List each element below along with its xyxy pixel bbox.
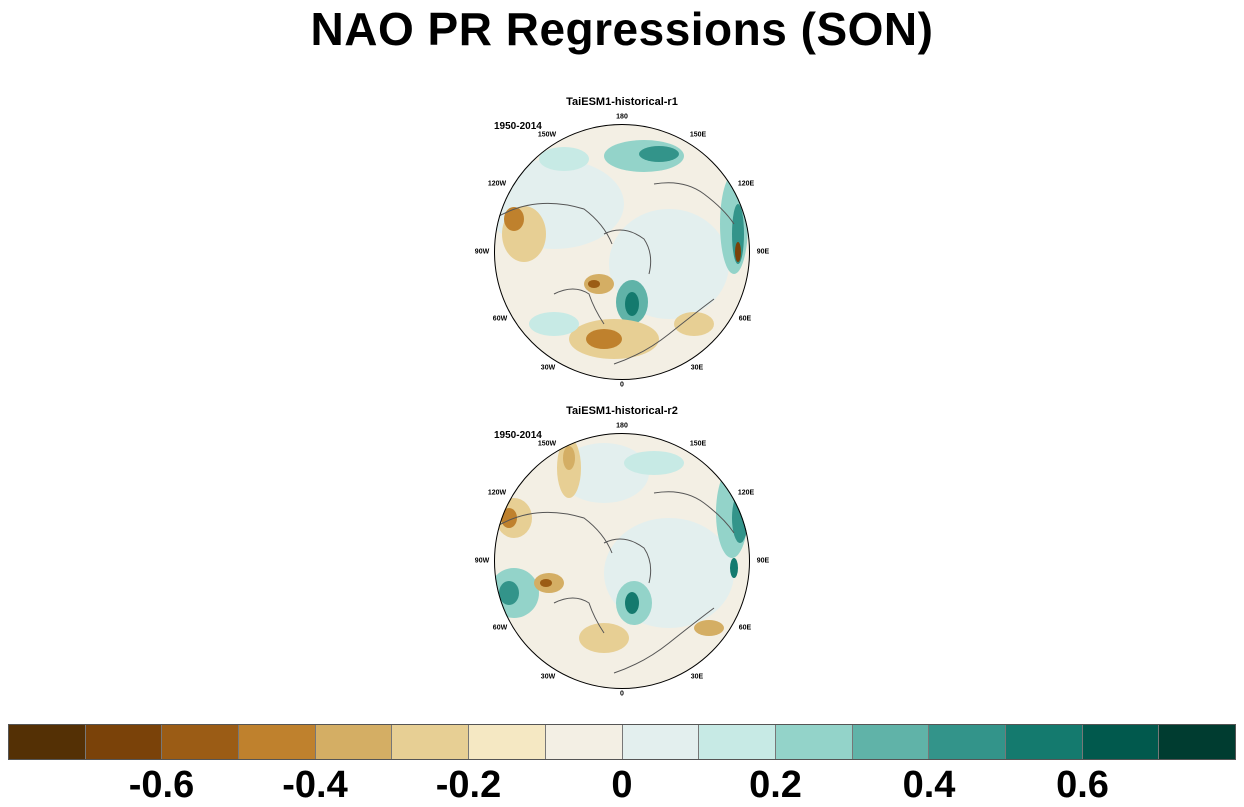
panel-2-lon-90w: 90W <box>474 557 490 565</box>
panel-1-lon-120w: 120W <box>487 180 507 188</box>
figure-title: NAO PR Regressions (SON) <box>310 3 934 55</box>
colorbar-box-5 <box>392 725 470 759</box>
panel-2-lon-150w: 150W <box>537 440 557 448</box>
panel-2-lon-120e: 120E <box>737 489 755 497</box>
panel-2-period: 1950-2014 <box>494 430 542 441</box>
panel-1-lon-60w: 60W <box>492 315 508 323</box>
panel-1-period: 1950-2014 <box>494 121 542 132</box>
panel-1-lon-90w: 90W <box>474 248 490 256</box>
colorbar-label: -0.6 <box>128 764 195 806</box>
panel-1-lon-150w: 150W <box>537 131 557 139</box>
panel-1-lon-120e: 120E <box>737 180 755 188</box>
panel-2-polar-map <box>494 433 750 689</box>
colorbar-box-1 <box>85 725 163 759</box>
panel-2-lon-180: 180 <box>616 422 628 430</box>
panel-2-lon-120w: 120W <box>487 489 507 497</box>
colorbar-label: 0 <box>611 764 633 806</box>
colorbar-box-8 <box>622 725 700 759</box>
colorbar-box-12 <box>929 725 1006 759</box>
panel-2-lon-150e: 150E <box>689 440 707 448</box>
colorbar-label: -0.2 <box>435 764 502 806</box>
panel-1-lon-0: 0 <box>620 381 624 389</box>
panel-2-lon-30w: 30W <box>540 673 556 681</box>
panel-1-lon-90e: 90E <box>756 248 770 256</box>
panel-1-title: TaiESM1-historical-r1 <box>566 96 678 108</box>
panel-1-polar-map <box>494 124 750 380</box>
colorbar-box-11 <box>852 725 930 759</box>
panel-2-lon-90e: 90E <box>756 557 770 565</box>
colorbar-box-10 <box>775 725 853 759</box>
colorbar-label: 0.2 <box>749 764 802 806</box>
panel-1-lon-60e: 60E <box>738 315 752 323</box>
colorbar-box-14 <box>1082 725 1160 759</box>
colorbar-box-3 <box>239 725 316 759</box>
panel-1-lon-30e: 30E <box>690 364 704 372</box>
colorbar-label: 0.4 <box>902 764 956 806</box>
colorbar-box-13 <box>1005 725 1083 759</box>
colorbar-box-9 <box>699 725 776 759</box>
panel-2-lon-0: 0 <box>620 690 624 698</box>
panel-1-lon-150e: 150E <box>689 131 707 139</box>
colorbar-box-6 <box>469 725 546 759</box>
colorbar-box-15 <box>1159 725 1235 759</box>
panel-2-lon-30e: 30E <box>690 673 704 681</box>
panel-1-lon-30w: 30W <box>540 364 556 372</box>
colorbar-box-7 <box>545 725 623 759</box>
panel-1-lon-180: 180 <box>616 113 628 121</box>
colorbar-box-2 <box>162 725 240 759</box>
colorbar-label: 0.6 <box>1056 764 1109 806</box>
colorbar <box>8 724 1236 760</box>
colorbar-box-4 <box>315 725 393 759</box>
panel-2-title: TaiESM1-historical-r2 <box>566 405 678 417</box>
colorbar-box-0 <box>9 725 86 759</box>
colorbar-label: -0.4 <box>282 764 348 806</box>
panel-2-lon-60e: 60E <box>738 624 752 632</box>
panel-2-lon-60w: 60W <box>492 624 508 632</box>
